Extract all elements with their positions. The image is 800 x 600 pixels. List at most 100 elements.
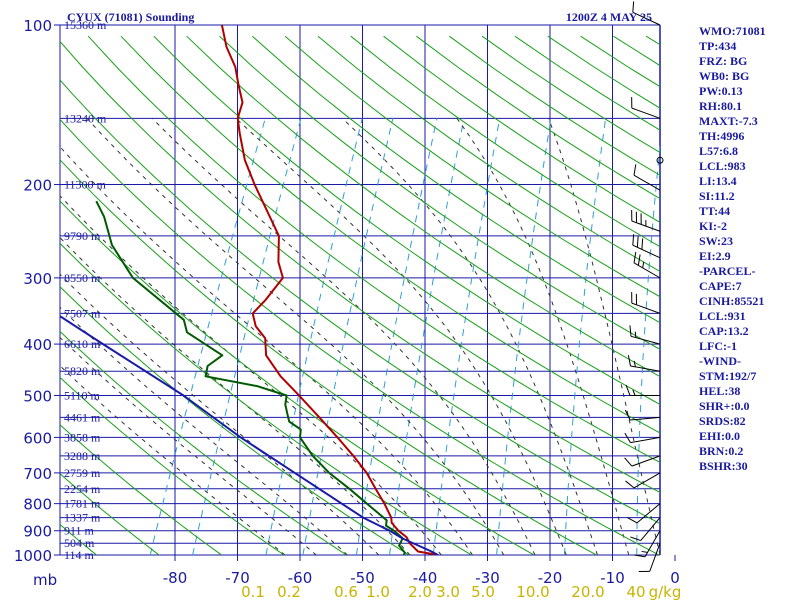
wind-barb	[625, 384, 660, 396]
wind-barb	[631, 209, 661, 232]
dry-adiabat-line	[60, 330, 348, 555]
pressure-axis: 100 200 300 400 500 600 700 800 900 1000	[14, 17, 60, 565]
wind-barb	[632, 234, 661, 259]
dry-adiabat-line	[317, 35, 660, 273]
moist-adiabat-line	[86, 117, 505, 555]
dry-adiabat-line	[60, 159, 598, 555]
mixing-ratio-line	[149, 118, 266, 555]
dry-adiabat-line	[60, 40, 660, 494]
index-line: SRDS:82	[699, 414, 746, 428]
moist-adiabat-line	[60, 195, 442, 555]
parcel-profile-line	[60, 314, 439, 555]
wind-barb	[638, 543, 661, 573]
index-line: BSHR:30	[699, 459, 748, 473]
wind-barb-flag	[633, 164, 637, 176]
dry-adiabat-line	[0, 36, 47, 566]
mixing-ratio-lines	[149, 118, 660, 555]
wind-barb	[633, 251, 661, 279]
mixing-ratio-line	[302, 118, 394, 555]
wind-barb-half-flag	[633, 360, 636, 367]
temperature-profile-line	[220, 25, 439, 555]
index-line: MAXT:-7.3	[699, 114, 758, 128]
height-labels: 15360 m 13240 m 11300 m 9790 m 8550 m 7507 m 6…	[64, 18, 107, 562]
wind-barb-staff	[631, 455, 661, 467]
height-label: 9790 m	[64, 229, 101, 243]
wind-barb-flag	[633, 251, 637, 263]
index-line: TT:44	[699, 204, 730, 218]
mixing-ratio-line	[355, 118, 438, 555]
index-line: RH:80.1	[699, 99, 742, 113]
calm-wind-circle	[656, 156, 664, 164]
index-line: -PARCEL-	[699, 264, 755, 278]
wind-barb-flag	[632, 1, 635, 13]
dry-adiabat-line	[60, 79, 660, 525]
index-line: LFC:-1	[699, 339, 737, 353]
wind-barb-staff	[630, 365, 661, 372]
moist-adiabat-line	[60, 336, 317, 555]
wind-barb-flag	[624, 432, 631, 443]
height-label: 7507 m	[64, 306, 101, 320]
pressure-tick-label: 700	[23, 465, 52, 483]
pressure-tick-label: 100	[23, 17, 52, 35]
wind-barb-flag	[630, 536, 641, 542]
index-line: HEL:38	[699, 384, 740, 398]
height-label: 13240 m	[64, 111, 107, 125]
index-line: CAP:13.2	[699, 324, 749, 338]
temperature-axis: -80 -70 -60 -50 -40 -30 -20 -10 0	[163, 555, 680, 587]
mixing-ratio-label: 3.0	[436, 583, 460, 600]
wind-barb	[630, 517, 661, 542]
wind-barb	[627, 355, 661, 372]
dry-adiabat-line	[251, 35, 660, 324]
mixing-ratio-label: 10.0	[516, 583, 549, 600]
index-line: LCL:983	[699, 159, 746, 173]
index-line: CINH:85521	[699, 294, 764, 308]
wind-barb-staff	[630, 416, 661, 421]
wind-barb-half-flag	[641, 550, 648, 553]
index-line: BRN:0.2	[699, 444, 743, 458]
wind-barb-flag	[641, 238, 644, 250]
index-line: SW:23	[699, 234, 733, 248]
dry-adiabat-line	[60, 376, 285, 555]
index-line: KI:-2	[699, 219, 727, 233]
dry-adiabat-line	[60, 473, 160, 555]
pressure-tick-label: 1000	[14, 547, 52, 565]
index-line: TP:434	[699, 39, 736, 53]
wind-barb-flag	[625, 384, 631, 396]
dry-adiabat-line	[120, 35, 660, 434]
height-label: 6610 m	[64, 337, 101, 351]
pressure-tick-label: 900	[23, 523, 52, 541]
index-line: LCL:931	[699, 309, 746, 323]
wind-barb	[634, 530, 661, 558]
sounding-profiles	[60, 25, 439, 555]
wind-barbs	[624, 1, 664, 573]
mixing-ratio-label: 0.2	[277, 583, 301, 600]
temperature-tick-label: -30	[475, 569, 500, 587]
wind-barb	[624, 455, 661, 467]
height-label: 1781 m	[64, 497, 101, 511]
wind-barb	[656, 156, 664, 164]
dewpoint-profile-line	[95, 200, 406, 555]
height-label: 1337 m	[64, 511, 101, 525]
index-line: STM:192/7	[699, 369, 756, 383]
wind-barb-half-flag	[632, 389, 636, 396]
dry-adiabat-line	[60, 200, 536, 555]
dry-adiabat-line	[219, 35, 660, 350]
mixing-ratio-label: 5.0	[471, 583, 495, 600]
index-line: L57:6.8	[699, 144, 738, 158]
moist-adiabat-line	[60, 236, 411, 555]
mixing-ratio-label: 2.0	[408, 583, 432, 600]
wind-barb	[624, 409, 661, 421]
wind-barb-staff	[649, 543, 661, 572]
pressure-tick-label: 500	[23, 387, 52, 405]
mixing-ratio-label: 40	[626, 583, 645, 600]
height-label: 911 m	[64, 524, 95, 538]
mixing-ratio-label: 0.6	[334, 583, 358, 600]
wind-barb	[632, 1, 661, 26]
height-label: 5110 m	[64, 388, 101, 402]
moist-adiabat-line	[235, 117, 567, 555]
dry-adiabats	[0, 35, 660, 566]
chart-title: CYUX (71081) Sounding	[67, 10, 194, 24]
pressure-unit-label: mb	[33, 571, 57, 589]
wind-barb-flag	[637, 254, 641, 266]
moist-adiabat-line	[151, 117, 536, 555]
